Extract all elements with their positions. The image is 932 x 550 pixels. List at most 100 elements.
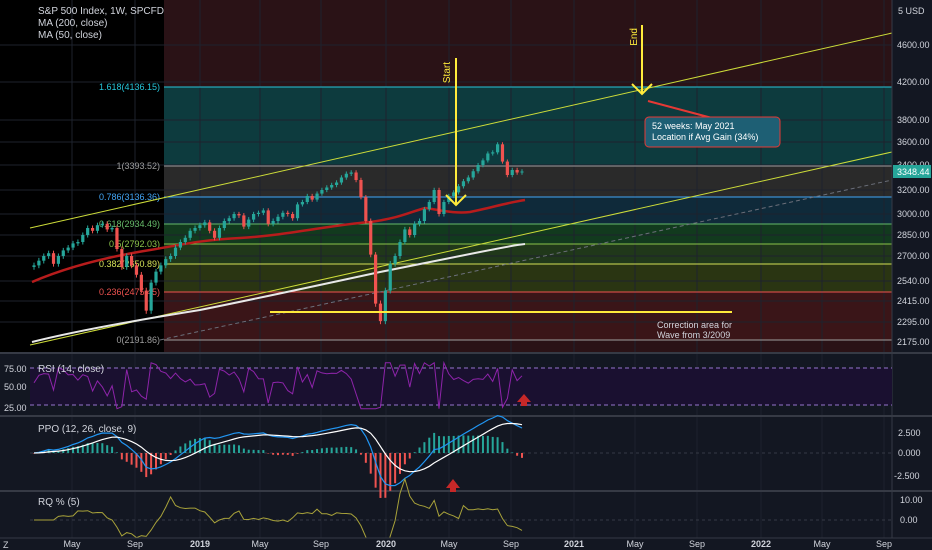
- ppo-histogram-bar: [447, 435, 450, 453]
- time-tick-label: Sep: [876, 539, 892, 549]
- ppo-histogram-bar: [491, 436, 494, 453]
- fib-band-786: [164, 197, 892, 224]
- symbol-legend[interactable]: S&P 500 Index, 1W, SPCFD: [38, 6, 164, 17]
- correction-text-1: Correction area for: [657, 320, 732, 330]
- ppo-histogram-bar: [394, 453, 397, 484]
- candle-body: [66, 247, 70, 251]
- ppo-histogram-bar: [194, 438, 197, 453]
- candle-body: [159, 265, 163, 272]
- ppo-histogram-bar: [272, 453, 275, 455]
- price-tick-label: 4600.00: [897, 40, 930, 50]
- time-tick-label: May: [251, 539, 269, 549]
- ma200-legend[interactable]: MA (200, close): [38, 18, 107, 29]
- candle-body: [349, 172, 353, 174]
- time-axis-bg: [0, 538, 932, 550]
- candle-body: [359, 180, 363, 198]
- candle-body: [520, 171, 524, 173]
- price-axis-labels[interactable]: 4600.004200.003800.003600.003400.003200.…: [897, 40, 930, 347]
- candle-body: [427, 202, 431, 210]
- candle-body: [169, 256, 173, 260]
- candle-body: [344, 173, 348, 178]
- ppo-histogram-bar: [257, 450, 260, 453]
- ppo-histogram-bar: [72, 446, 75, 453]
- candle-body: [188, 230, 192, 238]
- ppo-histogram-bar: [481, 435, 484, 453]
- ppo-histogram-bar: [511, 452, 514, 453]
- candle-body: [266, 210, 270, 224]
- corner-label[interactable]: Z: [3, 540, 9, 550]
- ma-200-line[interactable]: [31, 243, 526, 343]
- ppo-histogram-bar: [228, 444, 231, 453]
- time-tick-label: 2020: [376, 539, 396, 549]
- candle-body: [183, 237, 187, 242]
- callout-line-2: Location if Avg Gain (34%): [652, 132, 758, 142]
- rsi-label-50: 50.00: [4, 382, 27, 392]
- ppo-histogram-bar: [33, 453, 35, 454]
- candle-body: [500, 144, 505, 162]
- candle-body: [364, 197, 368, 221]
- upper-trendline[interactable]: [29, 32, 893, 229]
- rsi-title[interactable]: RSI (14, close): [38, 364, 104, 375]
- ppo-histogram-bar: [516, 453, 519, 456]
- fib-band-1: [164, 166, 892, 197]
- ppo-histogram-bar: [120, 453, 123, 460]
- ppo-histogram-bar: [457, 435, 460, 453]
- rsi-band: [30, 368, 892, 405]
- candle-body: [393, 256, 397, 264]
- ppo-histogram-bar: [433, 432, 436, 453]
- ppo-histogram-bar: [442, 436, 445, 453]
- ppo-histogram-bar: [355, 449, 358, 453]
- ppo-histogram-bar: [359, 453, 362, 455]
- candle-body: [369, 221, 373, 255]
- ppo-histogram-bar: [115, 452, 118, 453]
- callout-line-1: 52 weeks: May 2021: [652, 121, 735, 131]
- dashed-trendline[interactable]: [159, 179, 893, 341]
- ma-50-line[interactable]: [31, 198, 526, 284]
- ppo-histogram-bar: [96, 442, 99, 453]
- time-tick-label: 2019: [190, 539, 210, 549]
- candle-body: [325, 187, 329, 190]
- rsi-line[interactable]: [33, 360, 523, 410]
- candle-body: [105, 223, 109, 230]
- ppo-histogram-bar: [384, 453, 387, 498]
- candle-body: [217, 228, 222, 238]
- ppo-title[interactable]: PPO (12, 26, close, 9): [38, 424, 136, 435]
- price-tick-label: 2540.00: [897, 276, 930, 286]
- candle-body: [252, 214, 256, 220]
- candlestick-series[interactable]: [32, 142, 524, 325]
- candle-body: [110, 228, 114, 230]
- ppo-histogram-bar: [267, 453, 270, 454]
- ppo-histogram-bar: [233, 444, 236, 453]
- candle-body: [305, 196, 309, 202]
- candle-body: [334, 182, 339, 185]
- correction-text-2: Wave from 3/2009: [657, 330, 730, 340]
- ppo-line[interactable]: [33, 414, 523, 487]
- ppo-histogram-bar: [462, 435, 465, 453]
- ppo-histogram-bar: [413, 452, 416, 453]
- fibonacci-bands: [164, 87, 892, 340]
- last-price-label: 3348.44: [897, 167, 930, 177]
- ma50-legend[interactable]: MA (50, close): [38, 30, 102, 41]
- time-axis-labels[interactable]: May Sep 2019 May Sep 2020 May Sep 2021 May Sep 2022…: [63, 539, 892, 549]
- candle-body: [510, 170, 514, 175]
- ppo-histogram-bar: [125, 453, 128, 462]
- candle-body: [100, 223, 104, 226]
- roc-title[interactable]: RQ % (5): [38, 497, 80, 508]
- ppo-histogram-bar: [350, 447, 353, 453]
- ppo-histogram-bar: [467, 435, 470, 453]
- ppo-histogram-bar: [428, 437, 431, 453]
- ppo-histogram-bar: [423, 442, 426, 453]
- ppo-histogram-bar: [140, 453, 143, 472]
- lower-trendline[interactable]: [29, 151, 893, 346]
- candle-body: [271, 221, 275, 224]
- roc-line[interactable]: [34, 477, 523, 550]
- ppo-histogram-bar: [330, 447, 333, 453]
- time-tick-label: Sep: [313, 539, 329, 549]
- callout-box[interactable]: [644, 116, 781, 148]
- ppo-histogram-bar: [291, 453, 294, 456]
- ppo-histogram-bar: [47, 449, 50, 453]
- ppo-signal-line[interactable]: [33, 422, 523, 473]
- ppo-histogram-bar: [81, 444, 84, 453]
- ppo-histogram-bar: [135, 453, 138, 468]
